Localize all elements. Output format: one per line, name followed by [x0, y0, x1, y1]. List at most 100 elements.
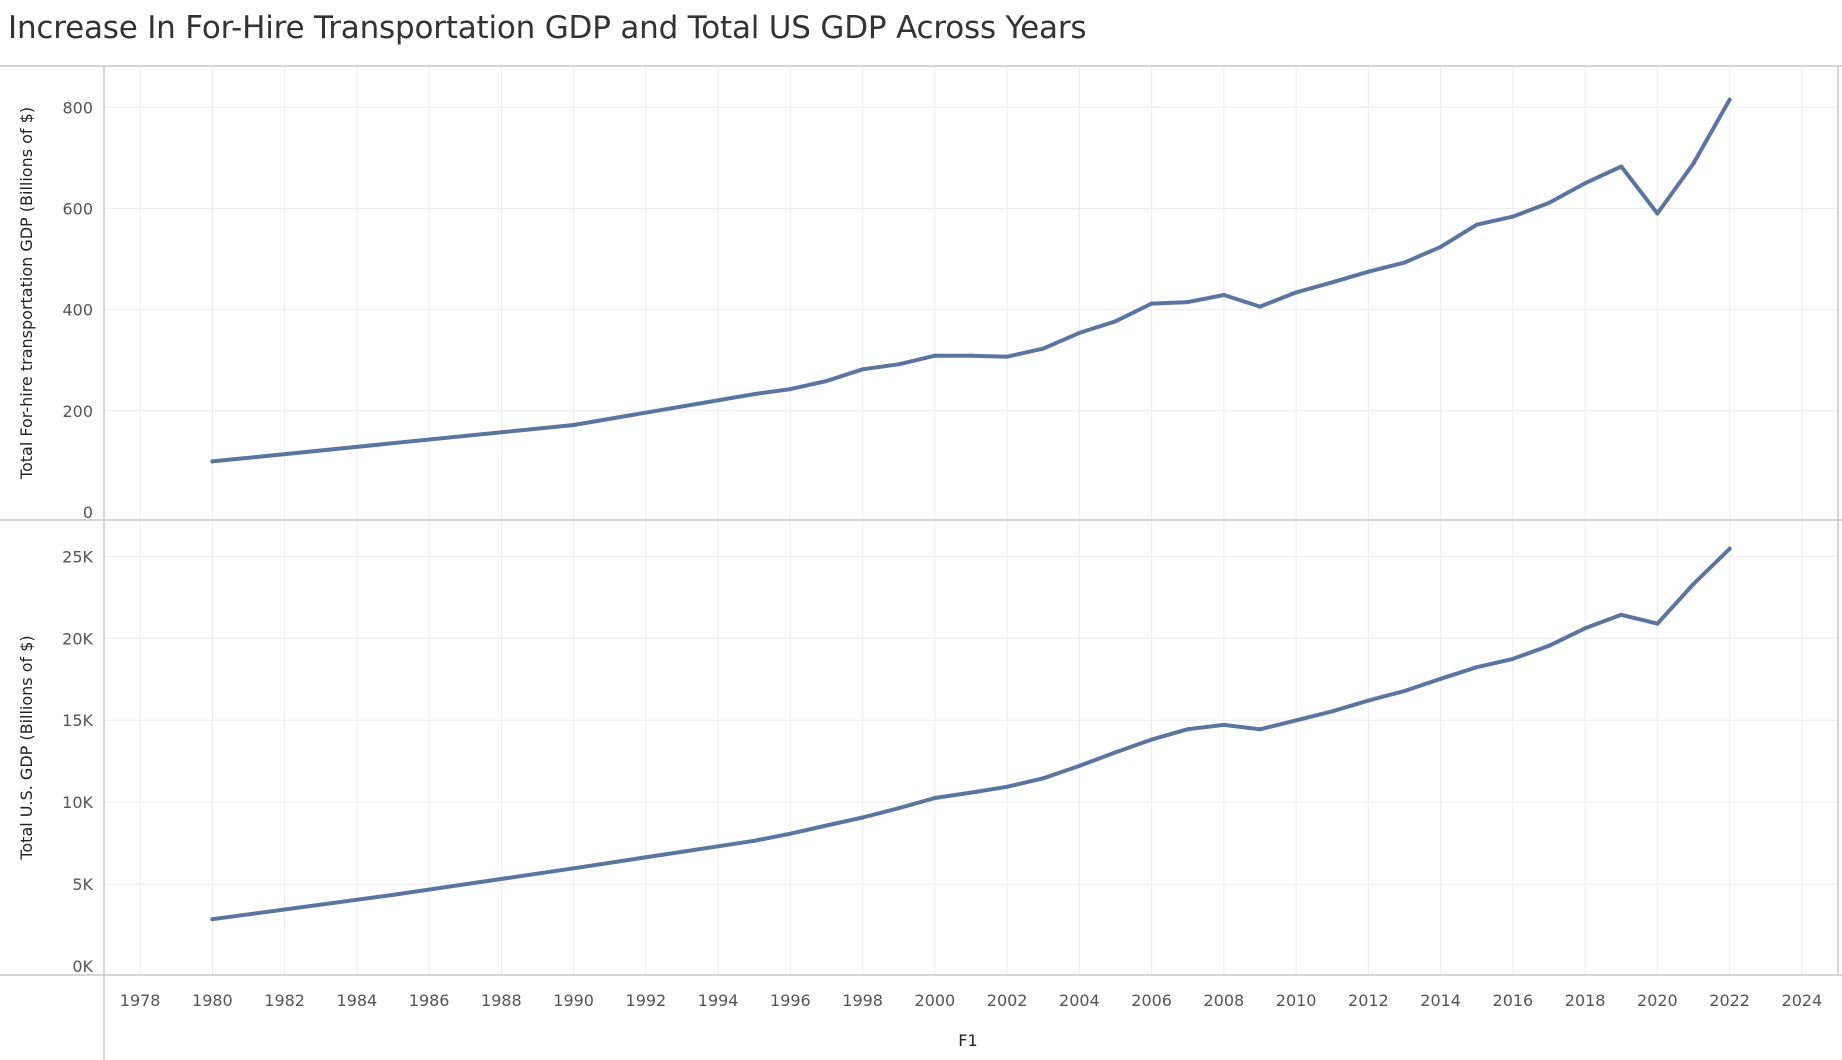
x-tick-label: 1978 [120, 991, 161, 1010]
label-layer: 0 200 400 600 800 Total For-hire transportati… [17, 98, 1822, 1050]
data-point [1691, 161, 1696, 166]
y-tick-label: 200 [62, 402, 93, 421]
data-point [1547, 200, 1551, 205]
data-point [571, 866, 576, 871]
x-tick-label: 2006 [1131, 991, 1172, 1010]
x-tick-label: 1992 [626, 991, 667, 1010]
x-tick-label: 2022 [1709, 991, 1750, 1010]
x-axis-title: F1 [958, 1031, 977, 1050]
y-tick-label: 5K [72, 875, 93, 894]
data-point [1005, 784, 1010, 789]
data-point [969, 790, 973, 795]
data-point [1149, 737, 1154, 742]
x-tick-label: 1994 [698, 991, 739, 1010]
data-point [1583, 626, 1588, 631]
x-tick-label: 2018 [1565, 991, 1606, 1010]
data-point [969, 353, 973, 358]
data-point [1005, 354, 1010, 359]
data-point [1655, 211, 1660, 216]
data-point [1330, 280, 1335, 285]
data-point [1041, 776, 1046, 781]
data-point [391, 892, 395, 897]
x-tick-label: 1984 [337, 991, 378, 1010]
data-point [1258, 304, 1262, 309]
data-point [1366, 698, 1371, 703]
data-point [1077, 330, 1082, 335]
x-tick-label: 1990 [553, 991, 594, 1010]
data-point [1474, 665, 1479, 670]
frame-layer [0, 65, 1842, 1060]
data-point [1149, 301, 1154, 306]
data-point [1221, 292, 1226, 297]
y-tick-label: 400 [62, 301, 93, 320]
data-point [1366, 269, 1371, 274]
y-tick-label: 600 [62, 199, 93, 218]
x-tick-label: 2004 [1059, 991, 1100, 1010]
data-point [1041, 346, 1046, 351]
x-tick-label: 2012 [1348, 991, 1389, 1010]
data-point [860, 815, 865, 820]
x-tick-label: 1980 [192, 991, 233, 1010]
data-point [1185, 300, 1190, 305]
x-tick-label: 2002 [987, 991, 1028, 1010]
data-point [1438, 244, 1443, 249]
data-point [752, 838, 757, 843]
data-point [1691, 581, 1696, 586]
data-point [788, 831, 793, 836]
data-point [1077, 763, 1082, 768]
data-point [210, 459, 215, 464]
data-point [932, 796, 937, 801]
grid-layer [104, 66, 1838, 975]
x-tick-label: 1986 [409, 991, 450, 1010]
x-tick-label: 2008 [1204, 991, 1245, 1010]
data-point [1258, 727, 1262, 732]
data-point [1619, 612, 1624, 617]
y-tick-label: 0K [72, 957, 93, 976]
data-point [1330, 709, 1335, 714]
series-layer [210, 97, 1732, 922]
y-tick-label: 15K [62, 711, 93, 730]
data-point [1294, 290, 1299, 295]
data-point [1474, 222, 1479, 227]
y-axis-title: Total U.S. GDP (Billions of $) [17, 635, 36, 860]
x-tick-label: 2016 [1493, 991, 1534, 1010]
data-point [1402, 688, 1407, 693]
series-line [210, 546, 1732, 922]
chart-title: Increase In For-Hire Transportation GDP … [8, 10, 1087, 46]
data-point [210, 917, 215, 922]
data-point [1619, 164, 1624, 169]
x-tick-label: 1996 [770, 991, 811, 1010]
data-point [1221, 722, 1226, 727]
data-point [1727, 97, 1732, 102]
data-point [1438, 676, 1443, 681]
x-tick-label: 2000 [915, 991, 956, 1010]
series-line [210, 97, 1732, 464]
y-tick-label: 20K [62, 629, 93, 648]
data-point [1510, 214, 1515, 219]
data-point [1294, 718, 1299, 723]
data-point [788, 387, 793, 392]
x-tick-label: 1982 [264, 991, 305, 1010]
y-tick-label: 10K [62, 793, 93, 812]
data-point [1113, 750, 1118, 755]
data-point [571, 422, 576, 427]
x-tick-label: 2014 [1420, 991, 1461, 1010]
x-tick-label: 2020 [1637, 991, 1678, 1010]
data-point [1113, 319, 1118, 324]
data-point [860, 367, 865, 372]
data-point [1185, 727, 1190, 732]
data-point [1583, 181, 1588, 186]
x-tick-label: 2024 [1782, 991, 1823, 1010]
y-tick-label: 25K [62, 547, 93, 566]
data-point [1727, 546, 1732, 551]
data-point [1402, 260, 1407, 265]
data-point [1547, 643, 1551, 648]
data-point [896, 362, 901, 367]
data-point [932, 353, 937, 358]
y-tick-label: 800 [62, 98, 93, 117]
data-point [752, 392, 757, 397]
data-point [1655, 621, 1660, 626]
data-point [1510, 656, 1515, 661]
data-point [824, 823, 829, 828]
